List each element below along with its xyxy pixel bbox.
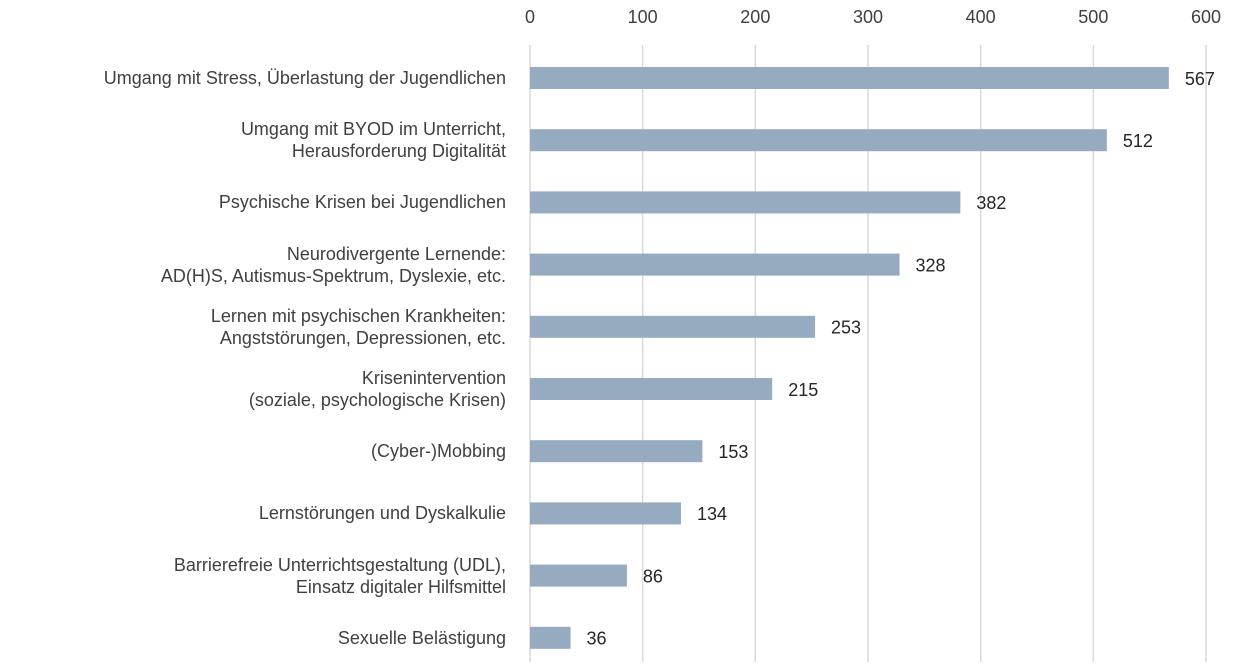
bar <box>530 67 1169 89</box>
value-label: 382 <box>976 193 1006 213</box>
category-label: Lernstörungen und Dyskalkulie <box>258 503 506 524</box>
bar <box>530 191 961 214</box>
bar <box>530 129 1107 152</box>
bar <box>530 315 816 338</box>
bar <box>530 564 627 587</box>
category-label: Umgang mit Stress, Überlastung der Jugen… <box>103 68 506 88</box>
value-label: 253 <box>831 318 861 338</box>
x-tick-label: 100 <box>628 7 658 27</box>
x-tick-label: 0 <box>525 7 535 27</box>
category-label: Umgang mit BYOD im Unterricht, Herausfor… <box>240 119 506 162</box>
value-label: 153 <box>718 442 748 462</box>
category-label: Barrierefreie Unterrichtsgestaltung (UDL… <box>173 554 506 597</box>
value-label: 512 <box>1123 131 1153 151</box>
category-label: Psychische Krisen bei Jugendlichen <box>218 192 506 213</box>
value-label: 134 <box>697 504 727 524</box>
category-label: Sexuelle Belästigung <box>337 627 506 648</box>
bar <box>530 253 900 276</box>
category-label: Lernen mit psychischen Krankheiten: Angs… <box>210 305 506 348</box>
bar <box>530 378 773 400</box>
category-label: Neurodivergente Lernende: AD(H)S, Autism… <box>160 243 506 286</box>
x-tick-label: 200 <box>740 7 770 27</box>
category-label: (Cyber-)Mobbing <box>370 441 506 462</box>
value-label: 567 <box>1185 69 1215 89</box>
value-label: 328 <box>916 255 946 275</box>
x-tick-label: 300 <box>853 7 883 27</box>
x-tick-label: 500 <box>1078 7 1108 27</box>
bar <box>530 626 571 649</box>
x-tick-label: 400 <box>966 7 996 27</box>
bar <box>530 502 681 525</box>
bar <box>530 440 703 463</box>
x-tick-label: 600 <box>1191 7 1221 27</box>
value-label: 36 <box>587 629 607 649</box>
value-label: 86 <box>643 566 663 586</box>
value-label: 215 <box>788 380 818 400</box>
category-label: Krisenintervention (soziale, psychologis… <box>248 368 506 410</box>
